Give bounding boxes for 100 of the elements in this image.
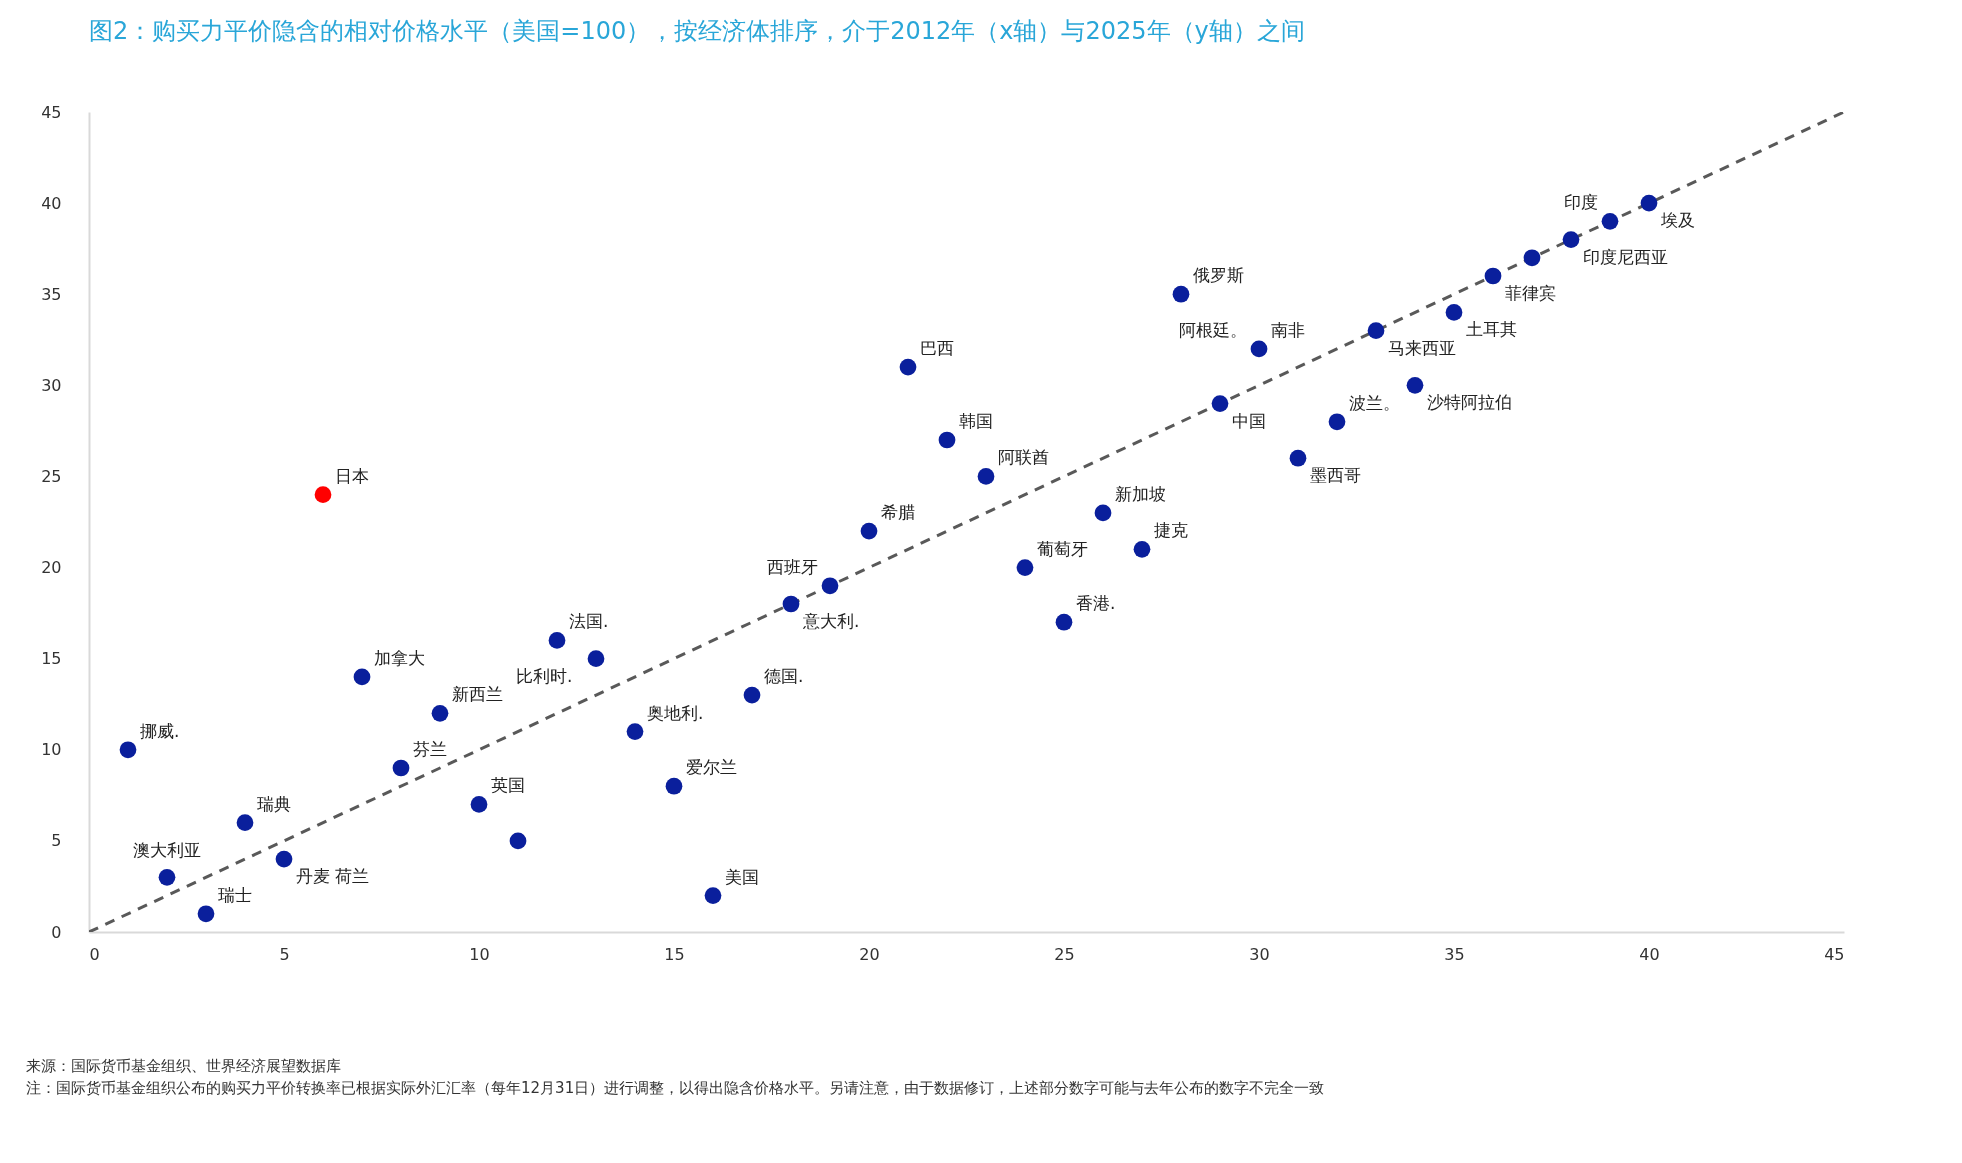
annotation: 阿根廷。 <box>1179 319 1247 340</box>
point <box>353 668 371 686</box>
annotation: 加拿大 <box>374 647 425 668</box>
annotation: 俄罗斯 <box>1193 265 1244 286</box>
x-tick-label: 15 <box>664 944 685 964</box>
point <box>1289 449 1307 467</box>
point <box>977 468 995 485</box>
annotation: 意大利. <box>802 611 860 631</box>
chart-title: 图2：购买力平价隐含的相对价格水平（美国=100），按经济体排序，介于2012年（x轴）与2025年（y轴）之间 <box>89 17 1305 45</box>
annotation: 韩国 <box>959 411 993 431</box>
annotation: 沙特阿拉伯 <box>1427 392 1512 413</box>
annotation: 波兰。 <box>1349 392 1400 413</box>
annotation: 菲律宾 <box>1505 283 1556 303</box>
y-tick-label: 30 <box>41 375 62 395</box>
point <box>821 577 839 595</box>
y-tick-label: 45 <box>41 102 62 122</box>
annotation: 英国 <box>491 775 525 796</box>
point <box>1484 267 1502 285</box>
point <box>704 887 722 904</box>
annotation: 澳大利亚 <box>133 840 201 861</box>
point <box>548 632 566 649</box>
point <box>197 905 215 923</box>
point <box>158 868 176 886</box>
annotation: 挪威. <box>140 720 180 741</box>
point <box>1445 304 1463 321</box>
point <box>236 814 254 832</box>
x-tick-label: 40 <box>1639 944 1660 964</box>
point <box>1406 376 1424 394</box>
annotation: 马来西亚 <box>1388 337 1456 358</box>
point <box>119 741 137 759</box>
point <box>1133 540 1151 558</box>
source-note: 来源：国际货币基金组织、世界经济展望数据库 <box>26 1056 342 1077</box>
point <box>587 650 605 668</box>
x-tick-label: 10 <box>469 944 490 964</box>
annotation: 巴西 <box>920 338 954 359</box>
y-tick-label: 10 <box>41 740 62 760</box>
y-tick-label: 20 <box>41 558 62 578</box>
y-tick-label: 35 <box>41 284 62 304</box>
point <box>1094 504 1112 522</box>
point <box>1016 559 1034 576</box>
annotation: 新西兰 <box>452 684 503 705</box>
y-tick-label: 25 <box>41 466 62 486</box>
annotation: 瑞士 <box>218 884 252 905</box>
annotation: 日本 <box>335 465 369 486</box>
point <box>1328 413 1346 431</box>
x-tick-label: 35 <box>1444 944 1465 964</box>
annotation: 新加坡 <box>1115 483 1166 504</box>
point <box>1055 613 1073 631</box>
point <box>782 595 800 613</box>
point <box>1172 285 1190 303</box>
point <box>1250 340 1268 358</box>
annotation: 奥地利. <box>647 702 704 723</box>
point <box>314 486 332 504</box>
x-tick-label: 20 <box>859 944 880 964</box>
text: 注：国际货币基金组织公布的购买力平价转换率已根据实际外汇汇率（每年12月31日）进行调整，以得出隐含价格水平。另请注意，由于数据修订，上述部分数字可能与去年公布的数字不完全一致 <box>26 1078 1325 1099</box>
point <box>1523 249 1541 267</box>
annotation: 南非 <box>1271 319 1305 340</box>
annotation: 土耳其 <box>1466 319 1517 340</box>
annotation: 墨西哥 <box>1310 465 1361 486</box>
annotation: 香港. <box>1076 593 1116 614</box>
x-tick-label: 25 <box>1054 944 1075 964</box>
x-tick-label: 0 <box>89 944 100 964</box>
x-tick-label: 5 <box>279 944 290 964</box>
point <box>431 704 449 722</box>
point <box>1367 322 1385 340</box>
annotation: 芬兰 <box>413 739 447 759</box>
x-tick-label: 45 <box>1824 944 1845 964</box>
point <box>860 522 878 540</box>
x-tick-label: 30 <box>1249 944 1270 964</box>
y-tick-label: 5 <box>51 831 62 851</box>
point <box>470 796 488 813</box>
point <box>743 686 761 704</box>
point <box>1640 194 1658 212</box>
annotation: 埃及 <box>1660 210 1695 231</box>
annotation: 爱尔兰 <box>686 757 737 778</box>
point <box>938 431 956 449</box>
point <box>509 832 527 850</box>
y-tick-label: 15 <box>41 649 62 669</box>
annotation: 德国. <box>764 666 804 687</box>
point <box>392 759 410 777</box>
annotation: 丹麦 荷兰 <box>296 866 370 887</box>
y-tick-label: 0 <box>51 922 62 942</box>
point <box>1211 395 1229 412</box>
point <box>275 850 293 868</box>
point <box>1601 212 1619 230</box>
annotation: 希腊 <box>881 502 915 523</box>
annotation: 捷克 <box>1154 520 1188 541</box>
annotation: 葡萄牙 <box>1037 538 1088 559</box>
point <box>665 777 683 795</box>
point <box>626 723 644 740</box>
y-tick-label: 40 <box>41 193 62 213</box>
annotation: 阿联酋 <box>998 447 1049 468</box>
annotation: 印度 <box>1564 192 1598 213</box>
annotation: 美国 <box>725 866 759 887</box>
annotation: 中国 <box>1232 410 1266 431</box>
point <box>899 358 917 376</box>
annotation: 印度尼西亚 <box>1583 246 1668 267</box>
annotation: 法国. <box>569 611 609 632</box>
annotation: 比利时. <box>516 665 573 686</box>
point <box>1562 231 1580 248</box>
